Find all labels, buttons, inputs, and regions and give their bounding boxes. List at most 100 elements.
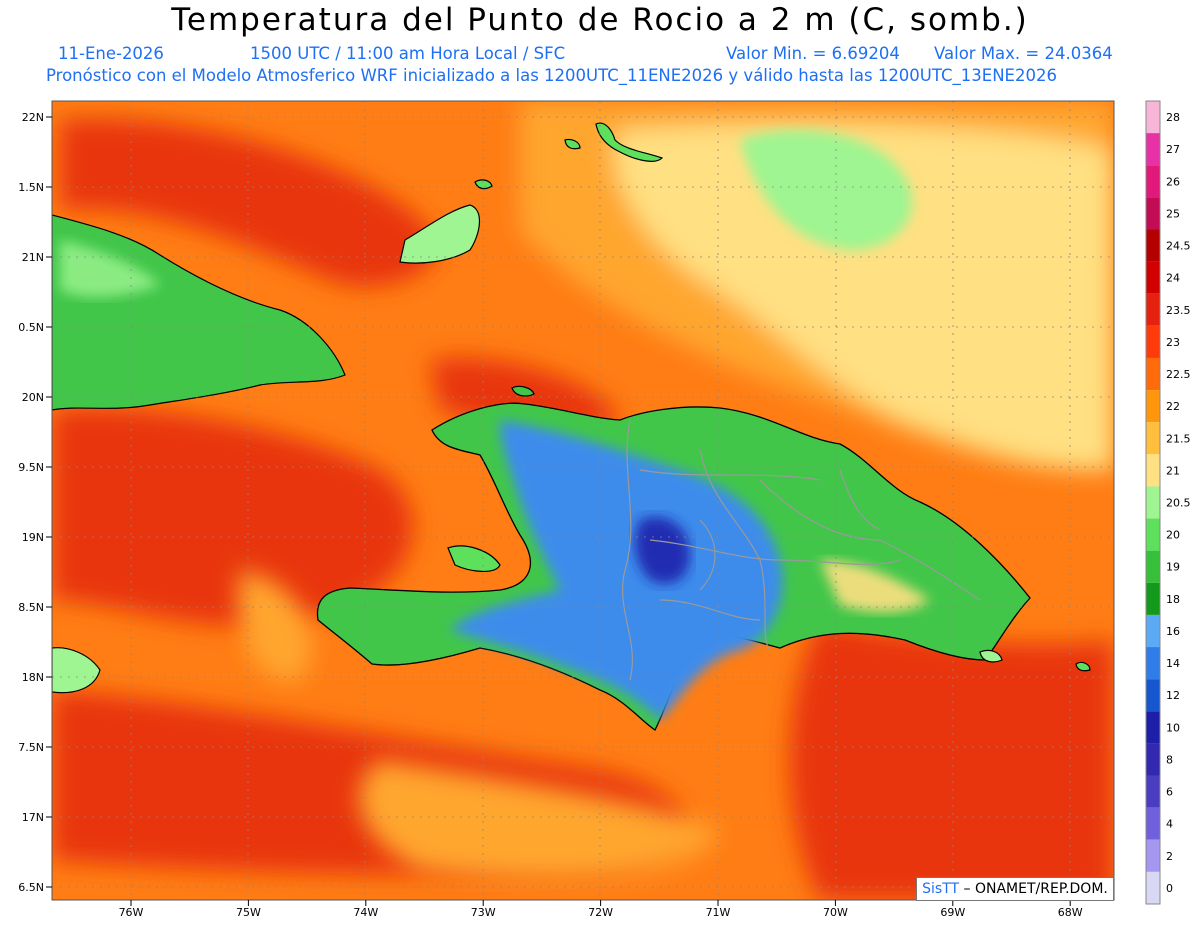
colorbar-label: 28 bbox=[1166, 111, 1180, 124]
colorbar-swatch bbox=[1146, 679, 1160, 712]
colorbar-label: 2 bbox=[1166, 850, 1173, 863]
colorbar-swatch bbox=[1146, 582, 1160, 615]
lat-tick-label: 20N bbox=[22, 391, 44, 404]
ocean-dark-band-north bbox=[60, 118, 437, 287]
colorbar-label: 24 bbox=[1166, 272, 1180, 285]
colorbar-label: 21 bbox=[1166, 464, 1180, 477]
colorbar-swatch bbox=[1146, 647, 1160, 680]
colorbar-label: 10 bbox=[1166, 721, 1180, 734]
colorbar-label: 25 bbox=[1166, 207, 1180, 220]
colorbar-swatch bbox=[1146, 807, 1160, 840]
jamaica-land bbox=[52, 647, 101, 694]
latitude-axis: 22N 1.5N 21N 0.5N 20N 9.5N 19N 8.5N 18N 7.5N 17N 6.… bbox=[18, 111, 52, 894]
colorbar-label: 14 bbox=[1166, 657, 1180, 670]
colorbar-swatch bbox=[1146, 550, 1160, 583]
lon-tick-label: 76W bbox=[119, 906, 144, 919]
island-mona bbox=[1075, 661, 1091, 672]
lat-tick-label: 9.5N bbox=[18, 461, 44, 474]
colorbar-label: 0 bbox=[1166, 882, 1173, 895]
colorbar-swatch bbox=[1146, 839, 1160, 872]
sistt-logo: SisTT bbox=[922, 881, 960, 897]
colorbar-label: 8 bbox=[1166, 753, 1173, 766]
ocean-light-sw bbox=[238, 570, 312, 682]
lon-tick-label: 70W bbox=[823, 906, 848, 919]
colorbar-label: 6 bbox=[1166, 786, 1173, 799]
hispaniola-darkblue bbox=[634, 516, 690, 584]
lon-tick-label: 73W bbox=[471, 906, 496, 919]
colorbar-swatch bbox=[1146, 422, 1160, 455]
lat-tick-label: 21N bbox=[22, 251, 44, 264]
colorbar-label: 24.5 bbox=[1166, 240, 1191, 253]
colorbar-swatch bbox=[1146, 325, 1160, 358]
lat-tick-label: 19N bbox=[22, 531, 44, 544]
island-small-1 bbox=[474, 179, 493, 190]
colorbar-swatch bbox=[1146, 454, 1160, 487]
colorbar-swatch bbox=[1146, 486, 1160, 519]
colorbar-swatch bbox=[1146, 871, 1160, 904]
lon-tick-label: 69W bbox=[940, 906, 965, 919]
colorbar-swatch bbox=[1146, 614, 1160, 648]
colorbar-label: 18 bbox=[1166, 593, 1180, 606]
colorbar-swatch bbox=[1146, 197, 1160, 230]
colorbar-swatch bbox=[1146, 261, 1160, 294]
colorbar-label: 20 bbox=[1166, 529, 1180, 542]
min-value: Valor Min. = 6.69204 bbox=[726, 44, 900, 63]
max-value: Valor Max. = 24.0364 bbox=[934, 44, 1113, 63]
lon-tick-label: 72W bbox=[588, 906, 613, 919]
colorbar-swatch bbox=[1146, 101, 1160, 134]
colorbar-swatch bbox=[1146, 133, 1160, 166]
lat-tick-label: 1.5N bbox=[18, 181, 44, 194]
colorbar-frame bbox=[1145, 100, 1161, 905]
colorbar-label: 4 bbox=[1166, 818, 1173, 831]
colorbar-label: 20.5 bbox=[1166, 497, 1191, 510]
colorbar-label: 16 bbox=[1166, 625, 1180, 638]
colorbar-label: 26 bbox=[1166, 175, 1180, 188]
forecast-date: 11-Ene-2026 bbox=[58, 44, 164, 63]
ocean-dark-band-west bbox=[52, 408, 413, 626]
lat-tick-label: 17N bbox=[22, 811, 44, 824]
colorbar-label: 12 bbox=[1166, 689, 1180, 702]
hispaniola-blue bbox=[450, 420, 783, 720]
lat-tick-label: 8.5N bbox=[18, 601, 44, 614]
model-info: Pronóstico con el Modelo Atmosferico WRF… bbox=[46, 66, 1057, 85]
ocean-yellow-ne bbox=[614, 124, 1114, 471]
island-small-2 bbox=[564, 138, 581, 150]
colorbar-label: 19 bbox=[1166, 561, 1180, 574]
forecast-time: 1500 UTC / 11:00 am Hora Local / SFC bbox=[250, 44, 566, 63]
colorbar-label: 23.5 bbox=[1166, 304, 1191, 317]
province-boundaries bbox=[621, 419, 981, 681]
ocean-dark-band-east bbox=[790, 620, 1114, 900]
lon-tick-label: 75W bbox=[236, 906, 261, 919]
ocean-light-south bbox=[359, 760, 720, 880]
colorbar-swatch bbox=[1146, 711, 1160, 744]
colorbar-swatch bbox=[1146, 357, 1160, 391]
lat-tick-label: 18N bbox=[22, 671, 44, 684]
colorbar-swatch bbox=[1146, 518, 1160, 551]
colorbar-label: 23 bbox=[1166, 336, 1180, 349]
credit-box: SisTT – ONAMET/REP.DOM. bbox=[916, 877, 1114, 901]
lat-tick-label: 22N bbox=[22, 111, 44, 124]
lat-tick-label: 0.5N bbox=[18, 321, 44, 334]
longitude-axis: 76W 75W 74W 73W 72W 71W 70W 69W 68W bbox=[119, 900, 1083, 919]
lat-tick-label: 6.5N bbox=[18, 881, 44, 894]
map-field bbox=[52, 101, 1114, 900]
island-tortuga bbox=[511, 385, 535, 397]
island-saona bbox=[979, 649, 1003, 663]
cuba-light bbox=[60, 240, 160, 297]
island-gonave bbox=[447, 545, 501, 572]
island-inagua bbox=[399, 204, 480, 264]
hispaniola-east-yellow bbox=[820, 560, 930, 612]
colorbar-label: 21.5 bbox=[1166, 432, 1191, 445]
lon-tick-label: 68W bbox=[1058, 906, 1083, 919]
credit-text: – ONAMET/REP.DOM. bbox=[963, 881, 1108, 897]
island-turks bbox=[595, 122, 664, 162]
colorbar-swatch bbox=[1146, 165, 1160, 198]
ocean-green-patch bbox=[740, 130, 912, 250]
colorbar-label: 22 bbox=[1166, 400, 1180, 413]
colorbar: 2827262524.52423.52322.52221.52120.52019… bbox=[1145, 100, 1191, 905]
colorbar-swatch bbox=[1146, 775, 1160, 808]
map-frame bbox=[51, 100, 1115, 901]
colorbar-label: 27 bbox=[1166, 143, 1180, 156]
colorbar-swatch bbox=[1146, 229, 1160, 262]
